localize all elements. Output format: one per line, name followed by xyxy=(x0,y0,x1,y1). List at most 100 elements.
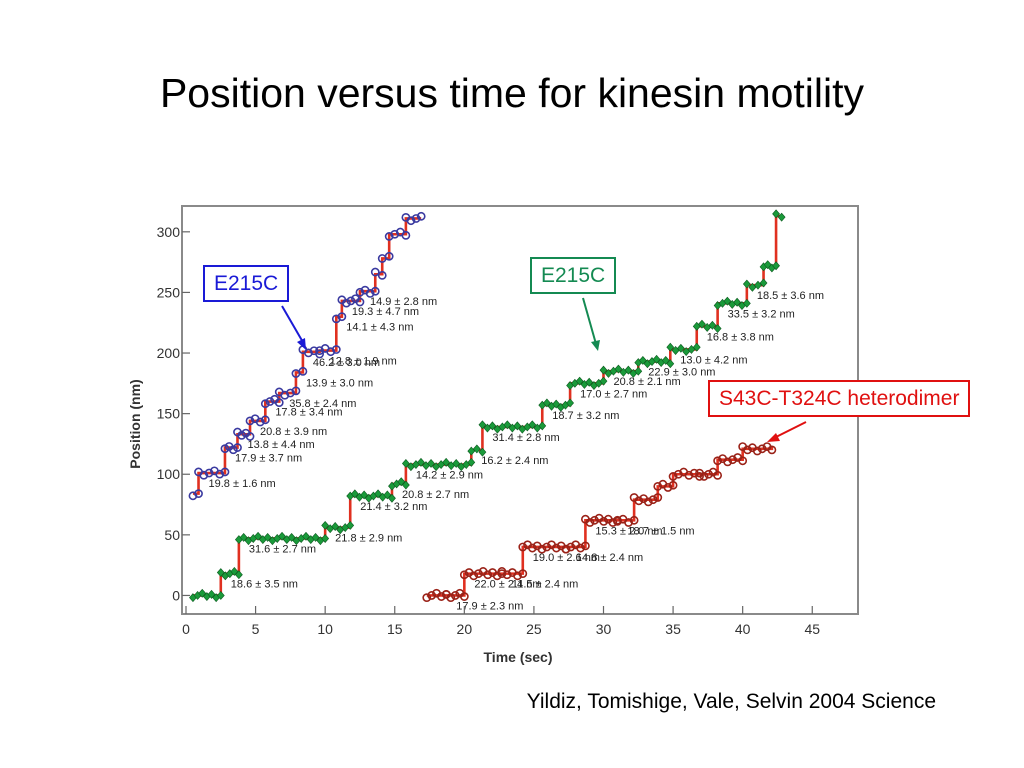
series-2-point xyxy=(648,495,658,505)
y-tick-label: 0 xyxy=(172,587,180,603)
series-1-point xyxy=(538,421,547,431)
series-1-point xyxy=(772,209,780,219)
series-1-point xyxy=(666,342,675,352)
series-0-point xyxy=(280,390,290,400)
series-1-step-label: 20.8 ± 2.1 nm xyxy=(614,376,681,388)
series-1-point xyxy=(467,457,476,467)
series-1-step-label: 16.8 ± 3.8 nm xyxy=(707,331,774,343)
series-0-point xyxy=(370,267,380,277)
series-1-point xyxy=(321,520,330,530)
series-1-point xyxy=(503,420,512,430)
series-2-point xyxy=(527,543,537,553)
series-0-point xyxy=(188,491,198,501)
series-1-point xyxy=(748,282,757,292)
series-0-point xyxy=(315,346,324,356)
x-axis-label: Time (sec) xyxy=(484,649,553,665)
series-1-point xyxy=(742,279,751,289)
series-0-point xyxy=(411,214,421,223)
series-1-step-label: 17.0 ± 2.7 nm xyxy=(580,388,647,400)
series-0-point xyxy=(285,388,295,398)
series-2-step-label: 18.7 ± 1.5 nm xyxy=(627,525,694,537)
x-tick-label: 10 xyxy=(317,621,333,637)
series-2-point xyxy=(713,470,723,480)
series-1-point xyxy=(488,421,497,431)
series-1-step-label: 22.9 ± 3.0 nm xyxy=(648,367,715,379)
series-2-step-label: 14.8 ± 2.4 nm xyxy=(576,552,643,564)
series-0-point xyxy=(233,443,242,452)
series-2-step-label: 15.3 ± 2.0 nm xyxy=(595,525,662,537)
series-1-point xyxy=(311,532,320,542)
series-1-point xyxy=(566,398,574,408)
series-1-point xyxy=(216,590,225,600)
y-tick-label: 200 xyxy=(157,345,181,361)
series-0-point xyxy=(416,211,426,221)
series-2-point xyxy=(663,483,673,492)
series-1-point xyxy=(360,490,369,500)
series-2-point xyxy=(422,593,432,603)
series-0-point xyxy=(274,398,284,408)
y-tick-label: 250 xyxy=(157,284,181,300)
series-0-step-label: 14.1 ± 4.3 nm xyxy=(346,322,413,334)
series-0-step-label: 35.8 ± 2.4 nm xyxy=(289,398,356,410)
series-2-point xyxy=(459,570,469,580)
series-1-point xyxy=(383,490,392,500)
series-2-point xyxy=(518,542,528,552)
series-0-step-label: 17.9 ± 3.7 nm xyxy=(235,453,302,465)
series-2-point xyxy=(613,516,622,526)
series-0-point xyxy=(346,296,356,306)
series-0-point xyxy=(370,286,380,296)
series-1-point xyxy=(599,365,608,375)
series-1-point xyxy=(759,278,768,288)
series-2-point xyxy=(518,569,528,579)
series-1-point xyxy=(478,447,487,457)
series-2-point xyxy=(469,571,479,581)
series-1-point xyxy=(472,444,481,454)
series-2-point xyxy=(728,455,738,465)
series-2-point xyxy=(752,446,762,456)
series-2-point xyxy=(608,518,618,527)
series-0-point xyxy=(384,232,394,241)
series-0-point xyxy=(298,366,308,376)
series-2-step-label: 19.0 ± 2.6 nm xyxy=(533,552,600,564)
series-1-point xyxy=(239,532,248,542)
series-1-point xyxy=(754,280,762,290)
series-1-point xyxy=(742,298,751,308)
series-0-point xyxy=(220,467,230,477)
series-2-point xyxy=(757,444,767,454)
series-1-point xyxy=(401,458,410,468)
y-tick-label: 100 xyxy=(157,466,181,482)
callout-arrows xyxy=(281,297,807,442)
series-1-point xyxy=(263,532,272,542)
series-0-point xyxy=(199,470,209,480)
x-tick-label: 15 xyxy=(387,621,403,637)
series-1-point xyxy=(478,420,487,430)
series-0-step-label: 12.8 ± 1.9 nm xyxy=(330,356,397,368)
series-1-point xyxy=(207,589,216,599)
series-1-point xyxy=(467,446,476,456)
series-2-point xyxy=(446,593,456,603)
series-0-point xyxy=(355,287,365,297)
series-0-point xyxy=(291,386,301,396)
series-1-step-label: 20.8 ± 2.7 nm xyxy=(402,489,469,501)
series-1-point xyxy=(321,534,330,543)
series-2-point xyxy=(743,445,752,455)
series-1-point xyxy=(331,522,340,531)
series-0-step-label: 17.8 ± 3.4 nm xyxy=(275,407,342,419)
series-2-point xyxy=(502,570,512,580)
series-0-point xyxy=(228,445,238,455)
series-0-step-label: 14.9 ± 2.8 nm xyxy=(370,296,437,308)
series-0-point xyxy=(390,229,400,239)
series-0-step-label: 46.2 ± 3.0 nm xyxy=(313,357,380,369)
series-1-point xyxy=(638,355,647,365)
series-2-point xyxy=(713,456,723,466)
series-1-point xyxy=(452,458,461,468)
series-2-point xyxy=(599,516,609,526)
x-tick-label: 35 xyxy=(665,621,681,637)
series-2-point xyxy=(590,515,599,525)
series-1-point xyxy=(614,364,623,374)
slide-title: Position versus time for kinesin motilit… xyxy=(159,70,865,116)
series-1-step-label: 31.4 ± 2.8 nm xyxy=(492,432,559,444)
series-2-point xyxy=(653,493,663,502)
series-2-point xyxy=(492,571,502,581)
series-1-point xyxy=(634,366,643,376)
